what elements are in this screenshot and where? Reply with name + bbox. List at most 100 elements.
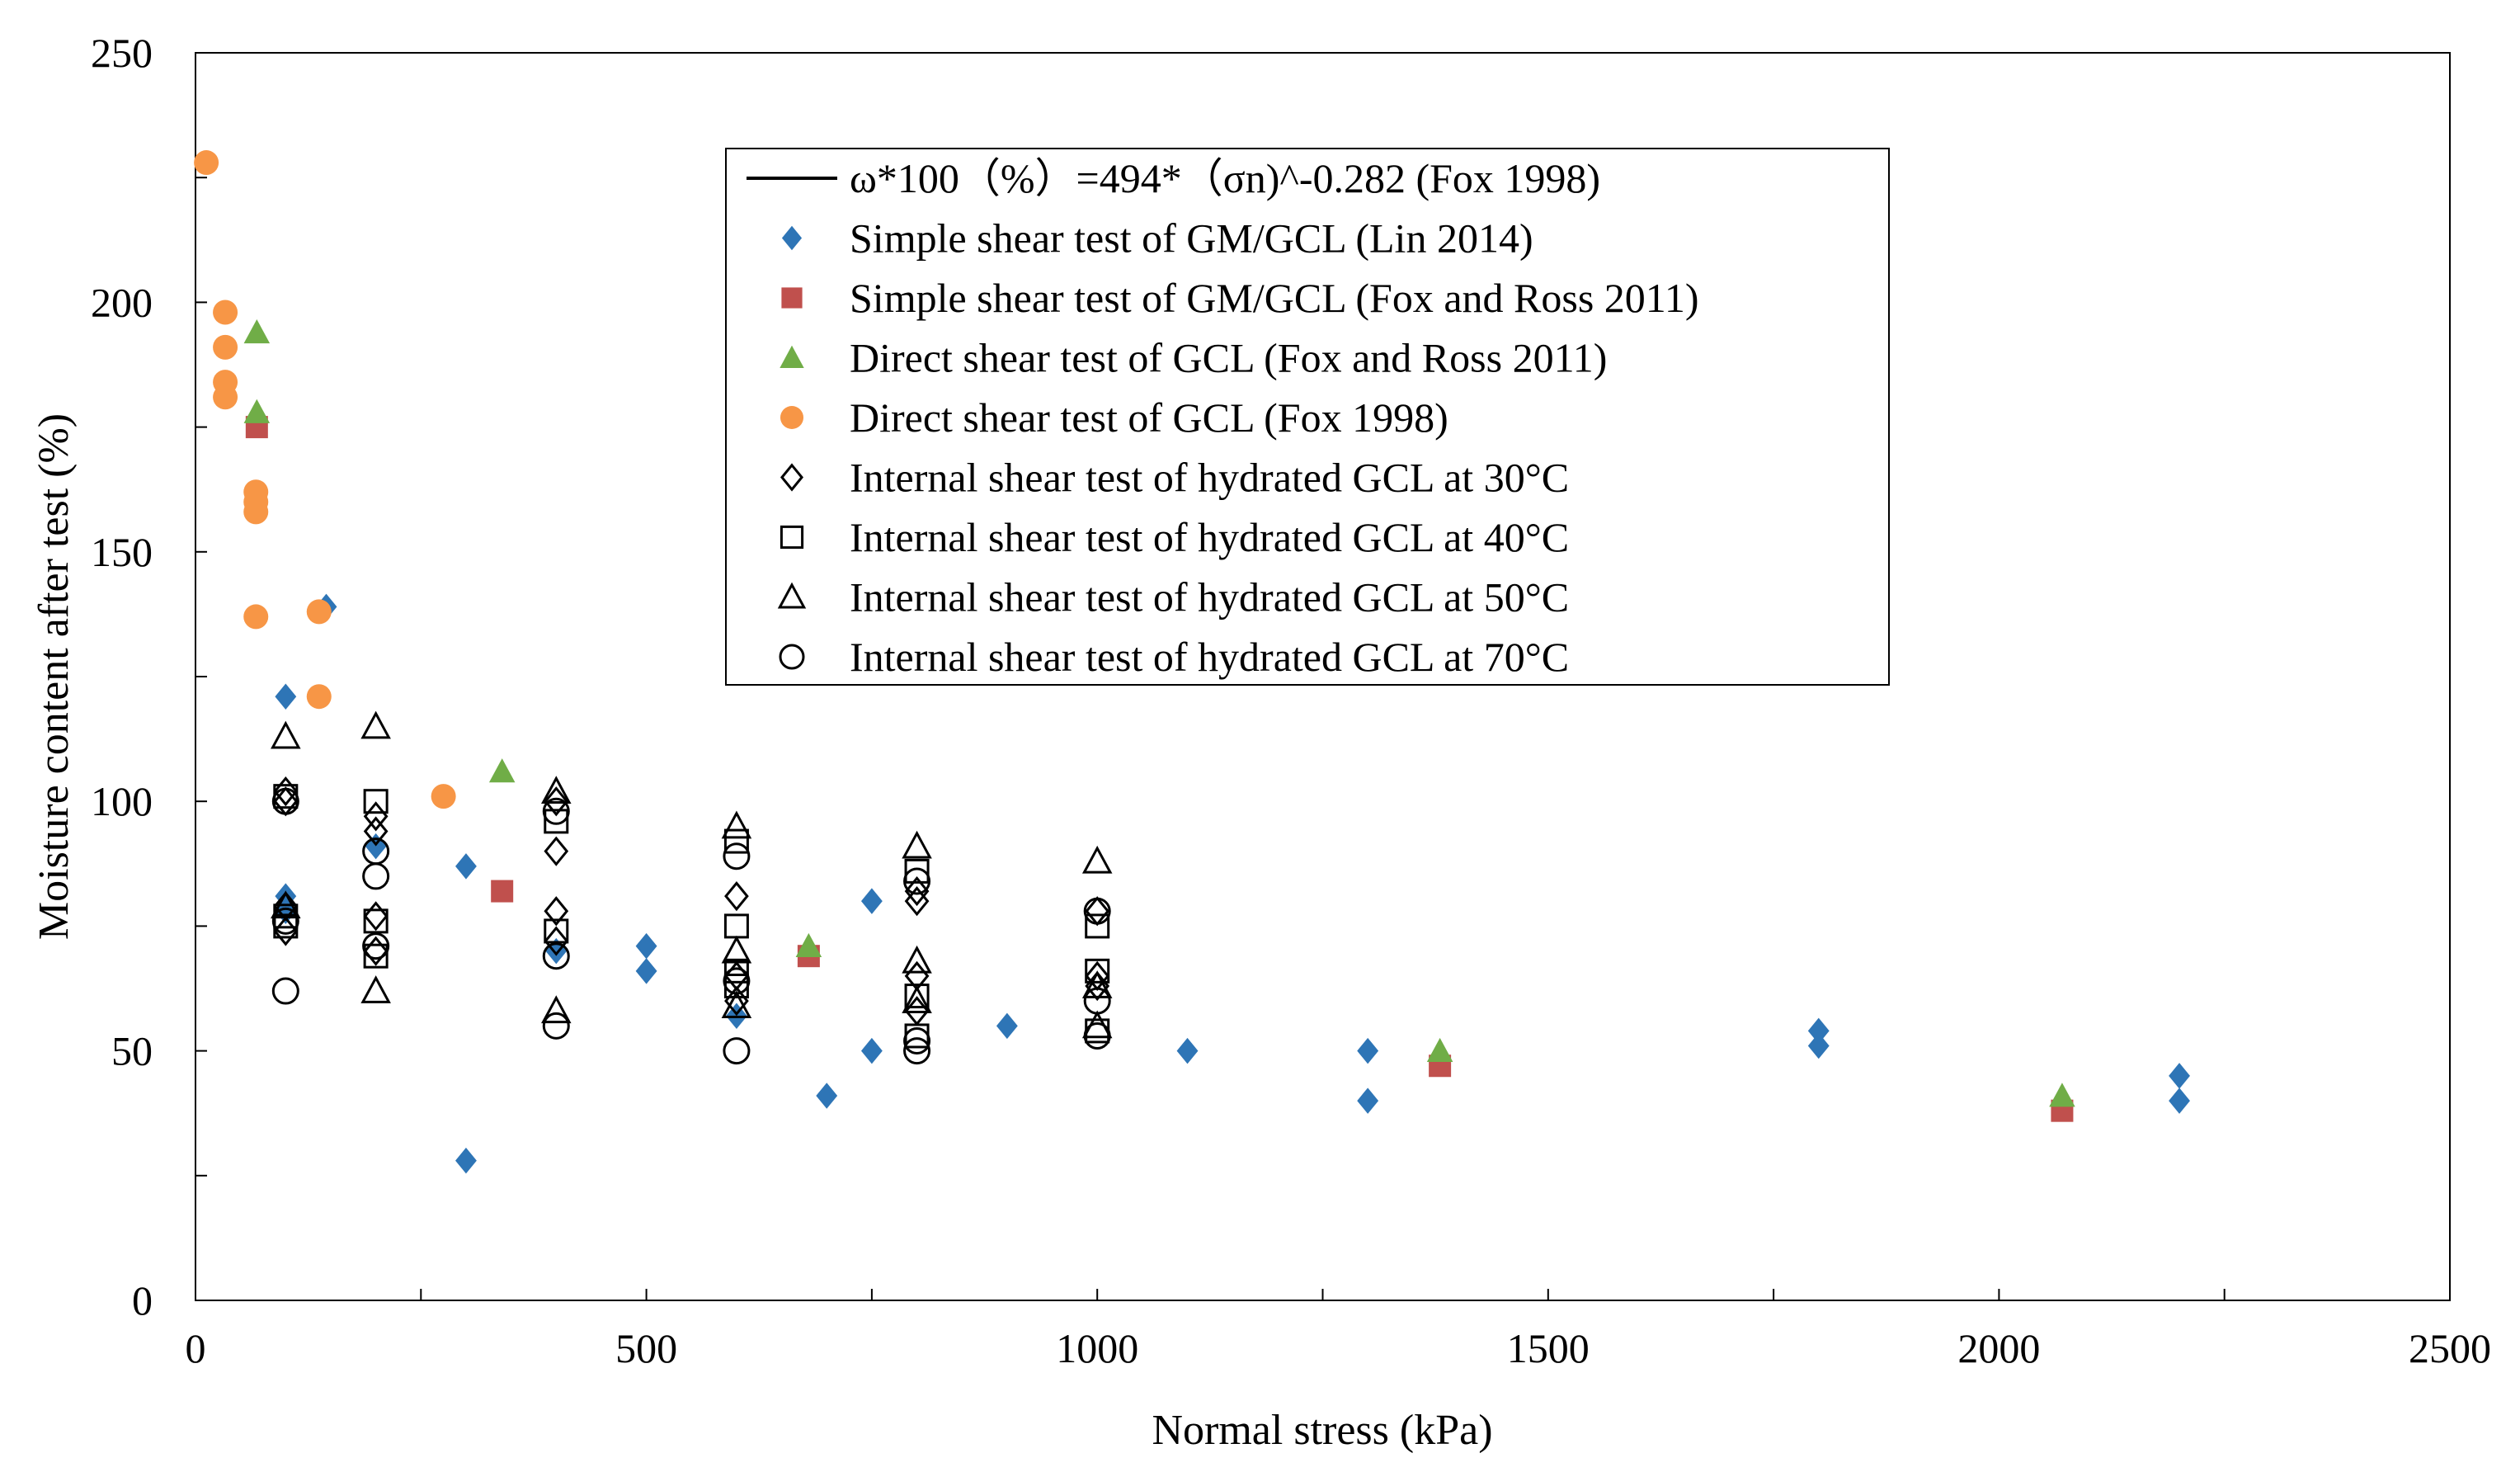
- data-point: [1807, 1032, 1830, 1059]
- data-point: [723, 828, 749, 854]
- data-point: [491, 880, 514, 903]
- data-point: [996, 1012, 1018, 1040]
- data-point: [541, 776, 572, 804]
- legend-label: Simple shear test of GM/GCL (Lin 2014): [850, 215, 1533, 262]
- data-point: [544, 918, 569, 944]
- legend-box: [725, 148, 1890, 686]
- y-axis-label: Moisture content after test (%): [31, 413, 78, 940]
- x-tick-label: 2500: [2409, 1325, 2491, 1371]
- data-point: [194, 150, 219, 176]
- data-point: [723, 967, 751, 995]
- data-point: [544, 896, 569, 927]
- data-point: [721, 990, 752, 1019]
- data-point: [541, 995, 572, 1024]
- y-tick-label: 200: [91, 279, 153, 325]
- data-point: [816, 1083, 838, 1109]
- data-point: [1085, 958, 1110, 984]
- data-point: [904, 984, 930, 1009]
- legend-marker: [780, 406, 803, 429]
- series-4: [194, 150, 456, 809]
- data-point: [271, 907, 299, 935]
- legend-marker: [777, 582, 807, 609]
- data-point: [721, 935, 752, 964]
- data-point: [213, 334, 238, 360]
- data-point: [2169, 1063, 2190, 1089]
- data-point: [902, 985, 932, 1014]
- data-point: [363, 789, 389, 814]
- y-tick-labels: 0 50 100 150 200 250: [91, 30, 153, 1323]
- data-point: [1085, 913, 1110, 939]
- legend-item: Direct shear test of GCL (Fox 1998): [780, 394, 1448, 441]
- data-point: [1426, 1037, 1453, 1062]
- legend-label: ω*100（%）=494*（σn)^-0.282 (Fox 1998): [850, 155, 1600, 201]
- legend-label: Direct shear test of GCL (Fox and Ross 2…: [850, 335, 1607, 381]
- data-point: [721, 810, 752, 839]
- data-point: [243, 318, 271, 344]
- legend-marker: [780, 345, 804, 368]
- data-point: [902, 945, 932, 974]
- y-tick-label: 250: [91, 30, 153, 76]
- data-point: [271, 720, 301, 749]
- data-point: [1357, 1037, 1379, 1064]
- series-8: [271, 787, 1111, 1065]
- legend-item: Internal shear test of hydrated GCL at 7…: [779, 634, 1569, 680]
- legend-marker: [781, 225, 803, 251]
- legend-marker: [779, 644, 805, 670]
- x-axis-label: Normal stress (kPa): [1152, 1407, 1492, 1454]
- data-point: [362, 932, 390, 960]
- data-point: [363, 943, 389, 969]
- data-point: [306, 599, 332, 625]
- data-point: [795, 932, 822, 957]
- legend-label: Internal shear test of hydrated GCL at 3…: [850, 455, 1569, 501]
- data-point: [2169, 1087, 2190, 1114]
- data-point: [363, 908, 389, 934]
- legend-label: Simple shear test of GM/GCL (Fox and Ros…: [850, 275, 1699, 321]
- data-point: [362, 862, 390, 890]
- data-point: [488, 758, 516, 783]
- data-point: [455, 853, 477, 880]
- data-point: [275, 683, 297, 710]
- x-tick-label: 1000: [1056, 1325, 1138, 1371]
- data-point: [903, 1037, 931, 1065]
- data-point: [542, 942, 570, 970]
- data-point: [635, 932, 657, 960]
- data-point: [544, 786, 569, 817]
- legend-label: Internal shear test of hydrated GCL at 7…: [850, 634, 1569, 680]
- data-point: [903, 1027, 931, 1055]
- data-point: [860, 1037, 883, 1064]
- series-3: [243, 318, 2075, 1107]
- data-point: [271, 890, 301, 919]
- data-point: [544, 836, 569, 866]
- data-point: [1081, 970, 1113, 998]
- x-tick-label: 500: [615, 1325, 677, 1371]
- data-point: [1176, 1037, 1199, 1064]
- legend-label: Direct shear test of GCL (Fox 1998): [850, 394, 1448, 441]
- legend-marker: [780, 525, 804, 550]
- data-point: [724, 880, 749, 912]
- data-point: [635, 958, 657, 984]
- data-point: [360, 975, 391, 1003]
- data-point: [723, 958, 749, 984]
- data-point: [213, 385, 238, 410]
- axis-ticks: [195, 52, 2451, 1301]
- y-tick-label: 50: [111, 1028, 153, 1074]
- legend-item: Simple shear test of GM/GCL (Lin 2014): [781, 215, 1533, 262]
- data-point: [1807, 1017, 1830, 1045]
- legend-label: Internal shear test of hydrated GCL at 4…: [850, 514, 1569, 560]
- data-point: [542, 1012, 570, 1040]
- data-point: [360, 710, 391, 739]
- data-point: [723, 1037, 751, 1065]
- data-point: [542, 797, 570, 825]
- x-tick-labels: 0 500 1000 1500 2000 2500: [186, 1325, 2492, 1371]
- data-point: [1083, 987, 1111, 1015]
- data-point: [904, 875, 930, 907]
- x-tick-label: 1500: [1507, 1325, 1590, 1371]
- data-point: [2049, 1083, 2075, 1107]
- legend-item: Internal shear test of hydrated GCL at 4…: [780, 514, 1569, 560]
- data-point: [1083, 897, 1111, 925]
- data-point: [306, 684, 332, 710]
- data-point: [904, 858, 930, 884]
- data-point: [271, 977, 299, 1005]
- legend-marker: [781, 287, 803, 309]
